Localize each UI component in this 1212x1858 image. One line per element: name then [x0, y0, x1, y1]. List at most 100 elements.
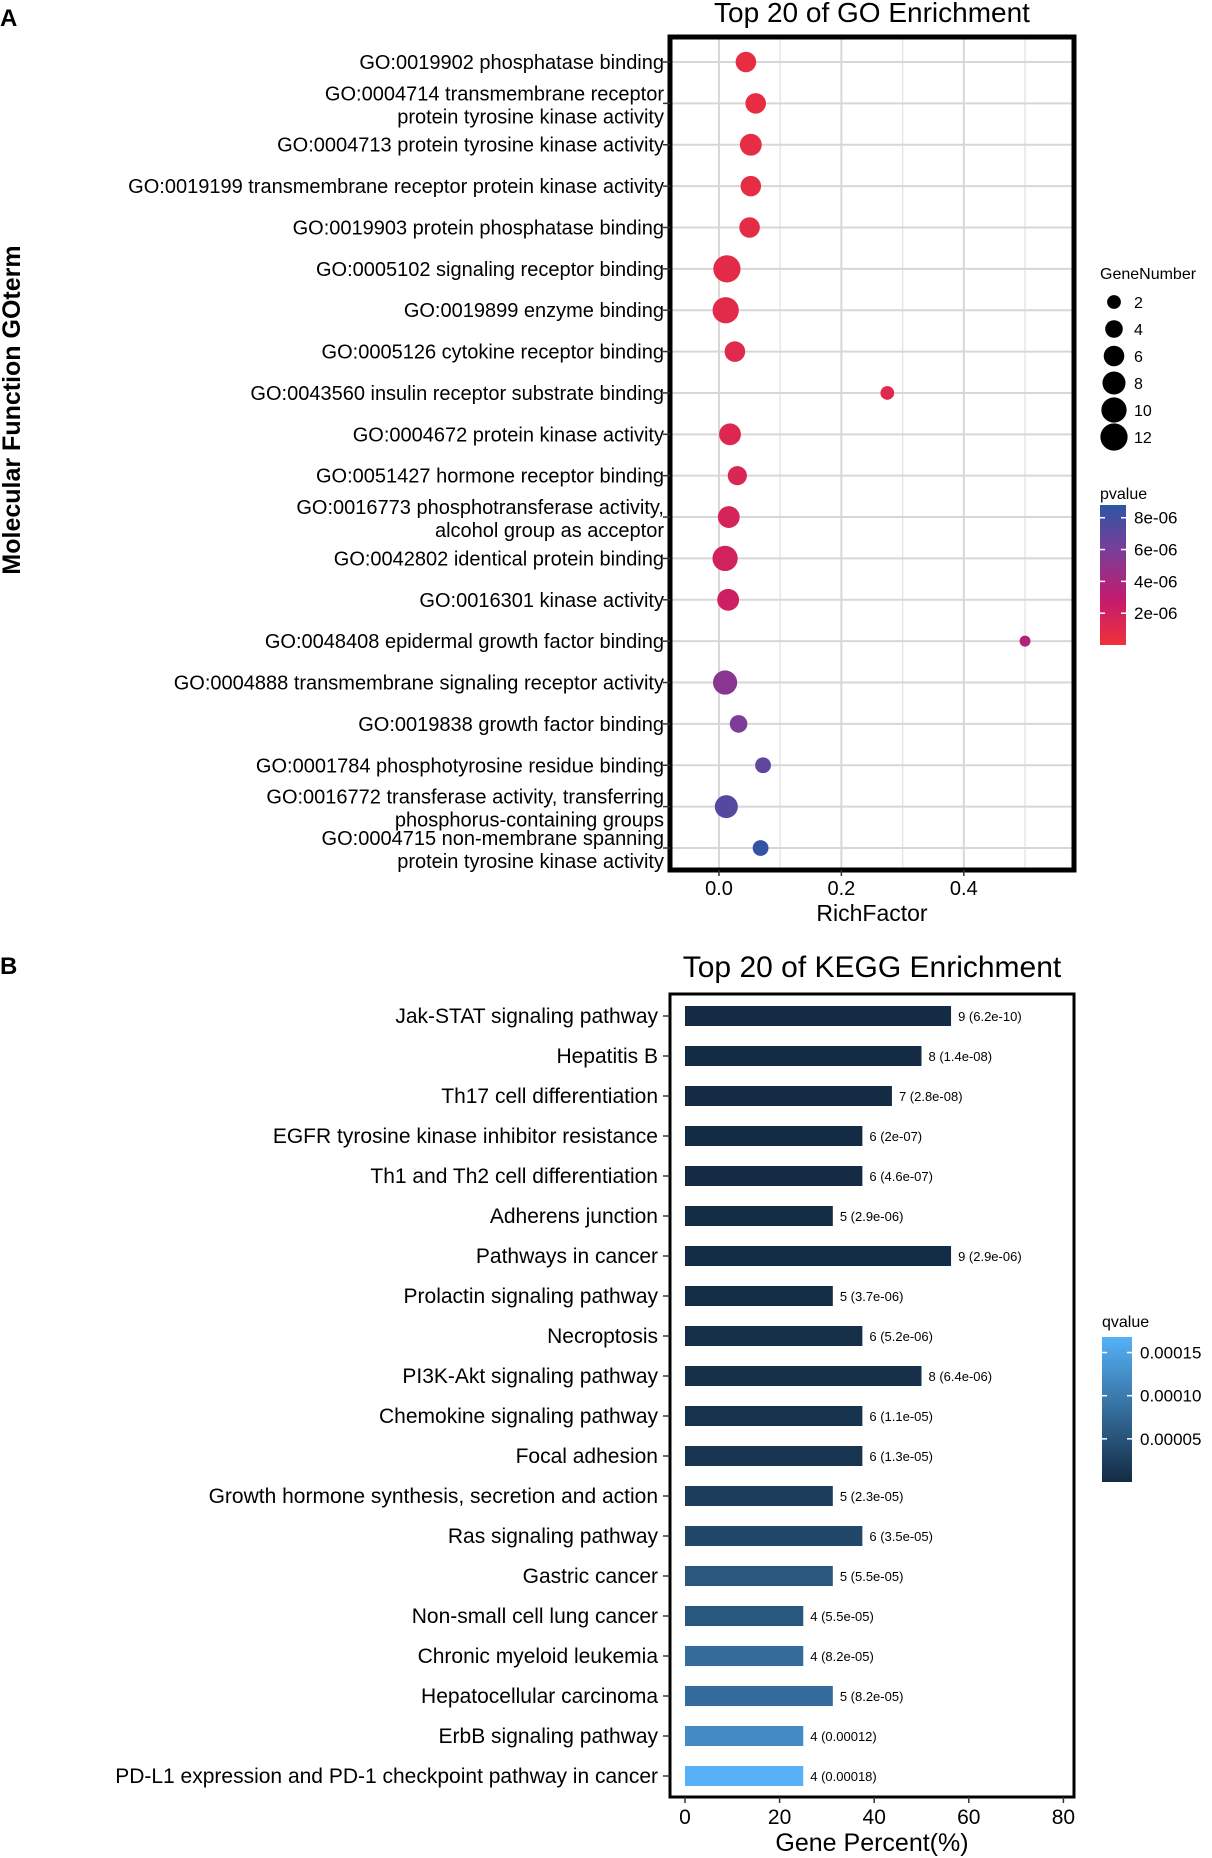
- kegg-pathway-label: Chemokine signaling pathway: [379, 1405, 658, 1428]
- go-point: [739, 133, 762, 156]
- kegg-pathway-label: Non-small cell lung cancer: [412, 1605, 658, 1628]
- go-term-label: GO:0051427 hormone receptor binding: [316, 466, 664, 488]
- kegg-pathway-label: Gastric cancer: [523, 1565, 658, 1588]
- kegg-bar: [685, 1646, 804, 1666]
- kegg-pathway-label: Pathways in cancer: [476, 1245, 658, 1268]
- kegg-pathway-label: EGFR tyrosine kinase inhibitor resistanc…: [273, 1125, 658, 1148]
- go-point: [719, 423, 741, 446]
- kegg-bar: [685, 1286, 833, 1306]
- go-term-label: GO:0005102 signaling receptor binding: [316, 259, 664, 281]
- go-term-label: GO:0004714 transmembrane receptor: [325, 83, 664, 105]
- go-term-label: GO:0004672 protein kinase activity: [353, 424, 664, 446]
- kegg-bar-label: 6 (5.2e-06): [869, 1329, 933, 1344]
- go-term-label: GO:0043560 insulin receptor substrate bi…: [250, 383, 664, 405]
- go-x-axis-title: RichFactor: [816, 900, 928, 926]
- kegg-pathway-label: Chronic myeloid leukemia: [418, 1645, 659, 1668]
- kegg-pathway-labels: Jak-STAT signaling pathway Hepatitis B Th1…: [115, 1005, 670, 1788]
- kegg-pathway-label: Necroptosis: [547, 1325, 658, 1348]
- kegg-bar-label: 5 (5.5e-05): [840, 1569, 904, 1584]
- kegg-pathway-label: Ras signaling pathway: [448, 1525, 659, 1548]
- go-point: [1019, 635, 1031, 647]
- panel-b-letter: B: [0, 953, 17, 980]
- go-point: [714, 795, 738, 819]
- kegg-bar: [685, 1766, 804, 1786]
- go-term-label: GO:0001784 phosphotyrosine residue bindi…: [256, 755, 664, 777]
- kegg-pathway-label: Adherens junction: [490, 1205, 658, 1228]
- go-x-tick-label: 0.4: [950, 878, 978, 900]
- gene-number-legend-dot: [1102, 371, 1126, 395]
- kegg-pathway-label: Prolactin signaling pathway: [404, 1285, 659, 1308]
- kegg-bar: [685, 1566, 833, 1586]
- qvalue-legend-label: 0.00015: [1140, 1344, 1201, 1363]
- gene-number-legend-label: 6: [1134, 349, 1143, 366]
- go-term-labels: GO:0019902 phosphatase binding GO:0004714…: [128, 52, 670, 873]
- kegg-bar-label: 6 (1.1e-05): [869, 1409, 933, 1424]
- go-chart-title: Top 20 of GO Enrichment: [714, 0, 1030, 28]
- kegg-bar: [685, 1366, 922, 1386]
- gene-number-legend-dot: [1100, 423, 1128, 451]
- go-point: [755, 757, 771, 774]
- panel-b: B Top 20 of KEGG Enrichment 9 (6.2e-10) 8…: [0, 951, 1201, 1857]
- kegg-bar-label: 8 (1.4e-08): [929, 1049, 993, 1064]
- go-point: [745, 93, 766, 114]
- panel-a: A Top 20 of GO Enrichment Molecular Func…: [0, 0, 1197, 926]
- qvalue-legend: qvalue 0.00015 0.00010 0.00005: [1102, 1314, 1201, 1482]
- go-point: [724, 341, 746, 362]
- qvalue-legend-label: 0.00005: [1140, 1430, 1201, 1449]
- kegg-bar: [685, 1126, 863, 1146]
- kegg-pathway-label: Jak-STAT signaling pathway: [395, 1005, 658, 1028]
- go-point: [712, 297, 739, 324]
- kegg-bar: [685, 1606, 804, 1626]
- kegg-pathway-label: Th17 cell differentiation: [441, 1085, 658, 1108]
- go-point: [727, 466, 747, 486]
- pvalue-legend: pvalue 8e-06 6e-06 4e-06 2e-06: [1100, 486, 1177, 645]
- go-x-tick-label: 0.2: [827, 878, 855, 900]
- gene-number-legend-label: 10: [1134, 403, 1152, 420]
- gene-number-legend-dot: [1105, 320, 1123, 338]
- kegg-bar-label: 9 (6.2e-10): [958, 1009, 1022, 1024]
- go-point: [752, 840, 769, 856]
- kegg-bar-label: 6 (1.3e-05): [869, 1449, 933, 1464]
- qvalue-legend-label: 0.00010: [1140, 1387, 1201, 1406]
- kegg-pathway-label: Hepatitis B: [556, 1045, 658, 1068]
- kegg-bars: 9 (6.2e-10) 8 (1.4e-08) 7 (2.8e-08) 6 (2e-0…: [685, 1006, 1022, 1786]
- kegg-chart-title: Top 20 of KEGG Enrichment: [683, 951, 1062, 984]
- pvalue-legend-title: pvalue: [1100, 486, 1147, 503]
- go-point: [717, 588, 740, 611]
- kegg-pathway-label: ErbB signaling pathway: [439, 1725, 659, 1748]
- kegg-bar: [685, 1326, 863, 1346]
- kegg-pathway-label: PD-L1 expression and PD-1 checkpoint pat…: [115, 1765, 658, 1788]
- go-term-label: GO:0004713 protein tyrosine kinase activ…: [277, 135, 664, 157]
- kegg-x-tick-label: 20: [768, 1806, 791, 1829]
- kegg-bar: [685, 1246, 952, 1266]
- kegg-x-tick-label: 60: [957, 1806, 980, 1829]
- kegg-bar-label: 4 (0.00012): [810, 1729, 877, 1744]
- panel-a-letter: A: [0, 5, 17, 32]
- kegg-bar: [685, 1206, 833, 1226]
- go-point: [712, 545, 738, 572]
- kegg-bar-label: 5 (2.9e-06): [840, 1209, 904, 1224]
- kegg-bar-label: 6 (2e-07): [869, 1129, 922, 1144]
- gene-number-legend: GeneNumber 2 4 6 8 10 12: [1100, 266, 1197, 451]
- kegg-x-tick-label: 40: [863, 1806, 886, 1829]
- go-points: [712, 51, 1031, 856]
- pvalue-legend-label: 2e-06: [1134, 604, 1177, 623]
- kegg-bar-label: 5 (2.3e-05): [840, 1489, 904, 1504]
- kegg-bar-label: 5 (8.2e-05): [840, 1689, 904, 1704]
- kegg-bar: [685, 1486, 833, 1506]
- kegg-bar-label: 9 (2.9e-06): [958, 1249, 1022, 1264]
- go-term-label: alcohol group as acceptor: [435, 520, 664, 542]
- go-term-label: GO:0019899 enzyme binding: [404, 300, 664, 322]
- kegg-pathway-label: Hepatocellular carcinoma: [421, 1685, 658, 1708]
- kegg-pathway-label: Focal adhesion: [516, 1445, 658, 1468]
- kegg-x-tick-label: 80: [1052, 1806, 1075, 1829]
- pvalue-colorbar: [1100, 505, 1126, 645]
- gene-number-legend-label: 2: [1134, 295, 1143, 312]
- pvalue-legend-label: 4e-06: [1134, 572, 1177, 591]
- go-term-label: GO:0019838 growth factor binding: [358, 714, 664, 736]
- go-term-label: protein tyrosine kinase activity: [397, 106, 664, 128]
- kegg-bar-label: 4 (8.2e-05): [810, 1649, 874, 1664]
- go-point: [880, 386, 895, 400]
- go-x-tick-label: 0.0: [705, 878, 733, 900]
